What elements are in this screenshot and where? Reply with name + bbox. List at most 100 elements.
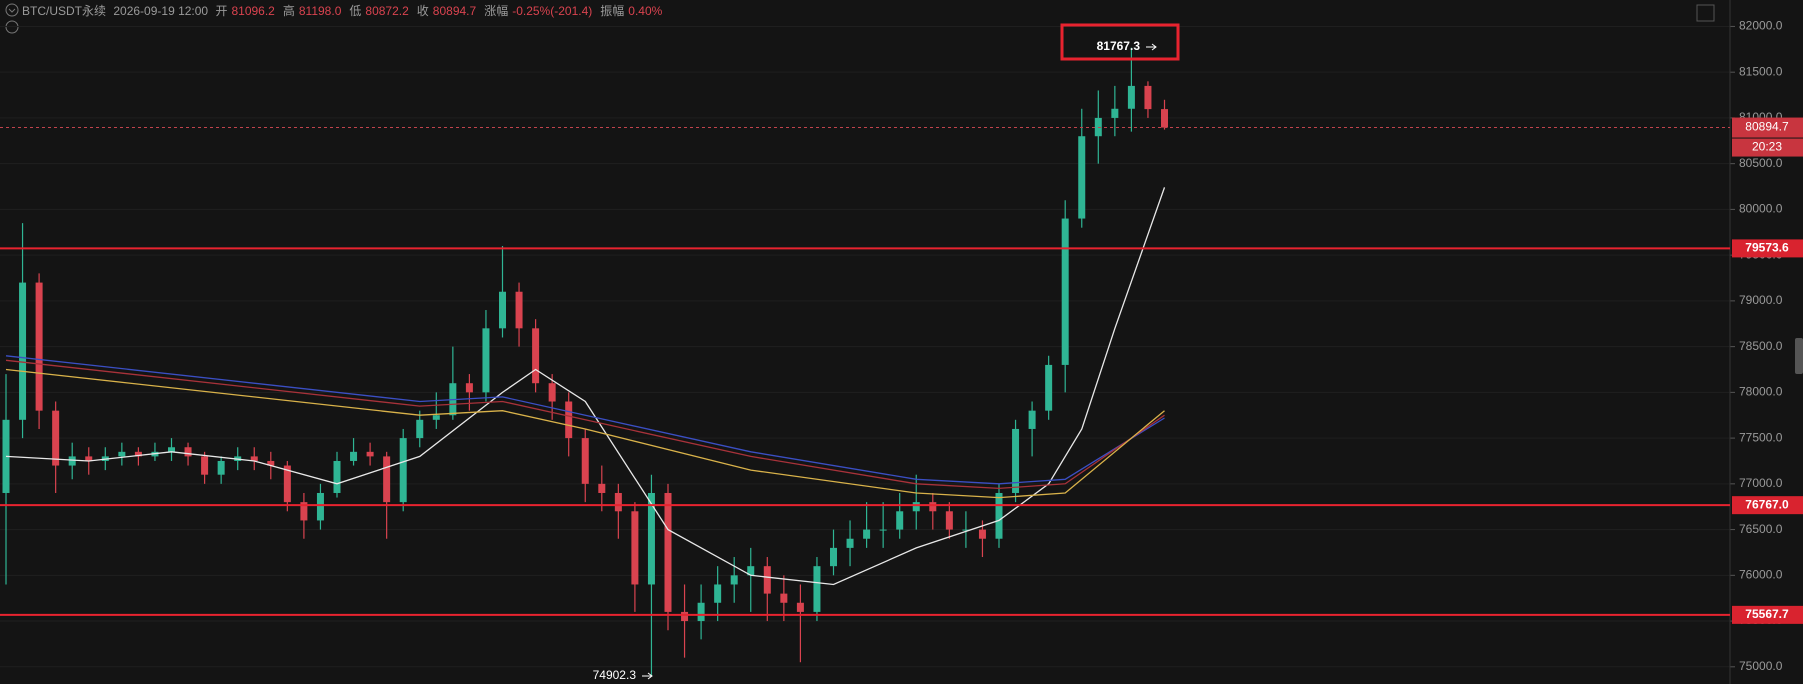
level-tag	[1732, 605, 1803, 624]
candle-body	[995, 492, 1003, 539]
candle-body	[134, 451, 142, 457]
candle-body	[300, 502, 308, 521]
candle-body	[730, 575, 738, 585]
y-tick-label: 80500.0	[1739, 156, 1783, 170]
last-price-tag	[1732, 117, 1803, 138]
candle-body	[250, 456, 258, 461]
moving-average	[5, 368, 1165, 499]
field-value: 81096.2	[231, 4, 275, 18]
collapse-arrow	[8, 8, 16, 13]
candle-body	[681, 611, 689, 622]
candle-body	[1061, 218, 1069, 365]
candle-body	[581, 438, 589, 484]
y-tick-label: 78000.0	[1739, 385, 1783, 399]
candle-body	[267, 460, 275, 466]
candle-body	[168, 447, 175, 452]
field-label: 收	[416, 4, 429, 18]
candle-body	[499, 291, 506, 329]
side-handle[interactable]	[1795, 338, 1803, 374]
candle-body	[912, 502, 920, 512]
y-tick-label: 76500.0	[1739, 522, 1783, 536]
candle-body	[201, 456, 209, 475]
candle-body	[846, 538, 854, 548]
candle-body	[962, 529, 970, 531]
candle-body	[978, 529, 986, 539]
candle-body	[68, 456, 76, 466]
moving-average	[5, 359, 1165, 490]
field-label: 振幅	[600, 4, 625, 18]
candle-body	[35, 282, 43, 411]
candle-body	[565, 401, 573, 439]
field-label: 涨幅	[484, 4, 509, 18]
symbol: BTC/USDT永续	[22, 4, 107, 18]
candle-body	[1045, 364, 1053, 411]
candle-body	[217, 460, 225, 475]
candle-body	[366, 451, 374, 457]
field-value: 0.40%	[628, 4, 663, 18]
candle-body	[350, 451, 358, 461]
candle-body	[863, 529, 871, 539]
level-tag	[1732, 239, 1803, 258]
candle-body	[714, 584, 722, 603]
level-label: 79573.6	[1745, 241, 1789, 255]
moving-average	[5, 187, 1166, 586]
countdown-tag	[1732, 138, 1803, 157]
y-tick-label: 79000.0	[1739, 293, 1783, 307]
candle-body	[416, 419, 424, 439]
y-tick-label: 82000.0	[1739, 19, 1783, 33]
low-label: 74902.3	[593, 668, 637, 682]
last-price-label: 80894.7	[1745, 120, 1789, 134]
candle-body	[647, 492, 655, 585]
candle-body	[830, 547, 837, 567]
field-label: 开	[215, 4, 228, 18]
candle-body	[1078, 136, 1086, 219]
candle-body	[945, 511, 953, 530]
moving-average	[5, 355, 1165, 485]
layout-icon[interactable]	[1696, 4, 1715, 22]
candle-body	[697, 602, 705, 622]
candle-body	[432, 415, 440, 420]
candle-body	[1111, 108, 1119, 118]
candle-body	[598, 483, 606, 493]
candle-body	[333, 460, 341, 493]
y-tick-label: 80000.0	[1739, 202, 1783, 216]
field-label: 低	[349, 4, 362, 18]
time: 2026-09-19 12:00	[113, 4, 209, 18]
high-label: 81767.3	[1097, 39, 1141, 53]
candle-body	[1028, 410, 1036, 429]
field-label: 高	[282, 4, 295, 18]
candle-body	[780, 593, 788, 603]
y-tick-label: 75000.0	[1739, 659, 1783, 673]
candle-body	[283, 465, 291, 503]
field-value: 80872.2	[365, 4, 409, 18]
candle-body	[85, 456, 93, 461]
candle-body	[515, 291, 523, 329]
candle-body	[2, 419, 10, 493]
candle-body	[1127, 85, 1135, 109]
high-arrow	[1146, 43, 1157, 51]
candle-body	[879, 529, 887, 531]
countdown: 20:23	[1752, 140, 1782, 154]
collapse-icon[interactable]	[5, 3, 19, 17]
candle-body	[813, 566, 821, 612]
field-value: 81198.0	[298, 4, 342, 18]
candle-body	[482, 328, 490, 393]
candle-body	[316, 492, 324, 521]
header: BTC/USDT永续 2026-09-19 12:00 开 81096.2 高 811…	[22, 2, 670, 19]
candle-body	[796, 602, 804, 612]
y-tick-label: 78500.0	[1739, 339, 1783, 353]
candle-body	[118, 451, 126, 457]
y-tick-label: 77500.0	[1739, 430, 1783, 444]
y-tick-label: 81500.0	[1739, 64, 1783, 78]
candle-body	[763, 566, 771, 594]
candle-body	[896, 511, 904, 530]
candle-body	[52, 410, 60, 466]
candle-body	[532, 328, 540, 384]
candle-body	[929, 502, 937, 512]
candle-body	[614, 492, 622, 512]
candle-body	[19, 282, 27, 420]
y-tick-label: 76000.0	[1739, 567, 1783, 581]
candle-body	[1161, 109, 1168, 128]
settings-icon[interactable]	[5, 20, 19, 34]
